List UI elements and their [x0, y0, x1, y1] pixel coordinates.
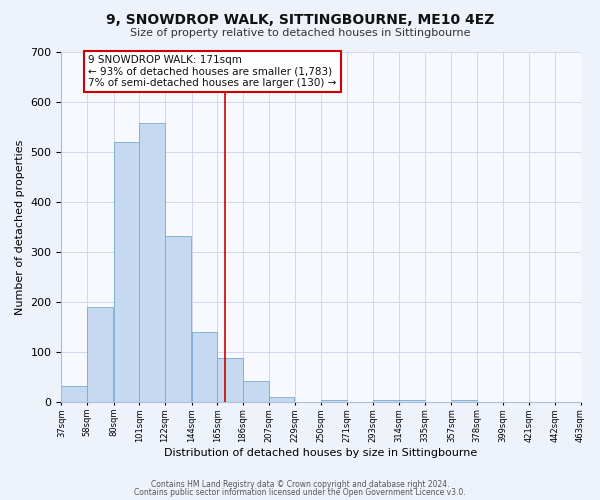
Bar — [243, 382, 269, 402]
Bar — [321, 400, 347, 402]
Text: 9, SNOWDROP WALK, SITTINGBOURNE, ME10 4EZ: 9, SNOWDROP WALK, SITTINGBOURNE, ME10 4E… — [106, 12, 494, 26]
Bar — [61, 386, 87, 402]
Text: 9 SNOWDROP WALK: 171sqm
← 93% of detached houses are smaller (1,783)
7% of semi-: 9 SNOWDROP WALK: 171sqm ← 93% of detache… — [88, 55, 337, 88]
Text: Contains HM Land Registry data © Crown copyright and database right 2024.: Contains HM Land Registry data © Crown c… — [151, 480, 449, 489]
Bar — [269, 397, 294, 402]
Bar — [139, 123, 165, 402]
Text: Size of property relative to detached houses in Sittingbourne: Size of property relative to detached ho… — [130, 28, 470, 38]
Bar — [399, 400, 425, 402]
Bar — [87, 307, 113, 402]
Bar — [165, 236, 191, 402]
Bar — [192, 332, 217, 402]
Bar — [451, 400, 477, 402]
X-axis label: Distribution of detached houses by size in Sittingbourne: Distribution of detached houses by size … — [164, 448, 478, 458]
Text: Contains public sector information licensed under the Open Government Licence v3: Contains public sector information licen… — [134, 488, 466, 497]
Bar — [114, 142, 139, 403]
Bar — [217, 358, 243, 403]
Y-axis label: Number of detached properties: Number of detached properties — [15, 140, 25, 314]
Bar — [373, 400, 399, 402]
